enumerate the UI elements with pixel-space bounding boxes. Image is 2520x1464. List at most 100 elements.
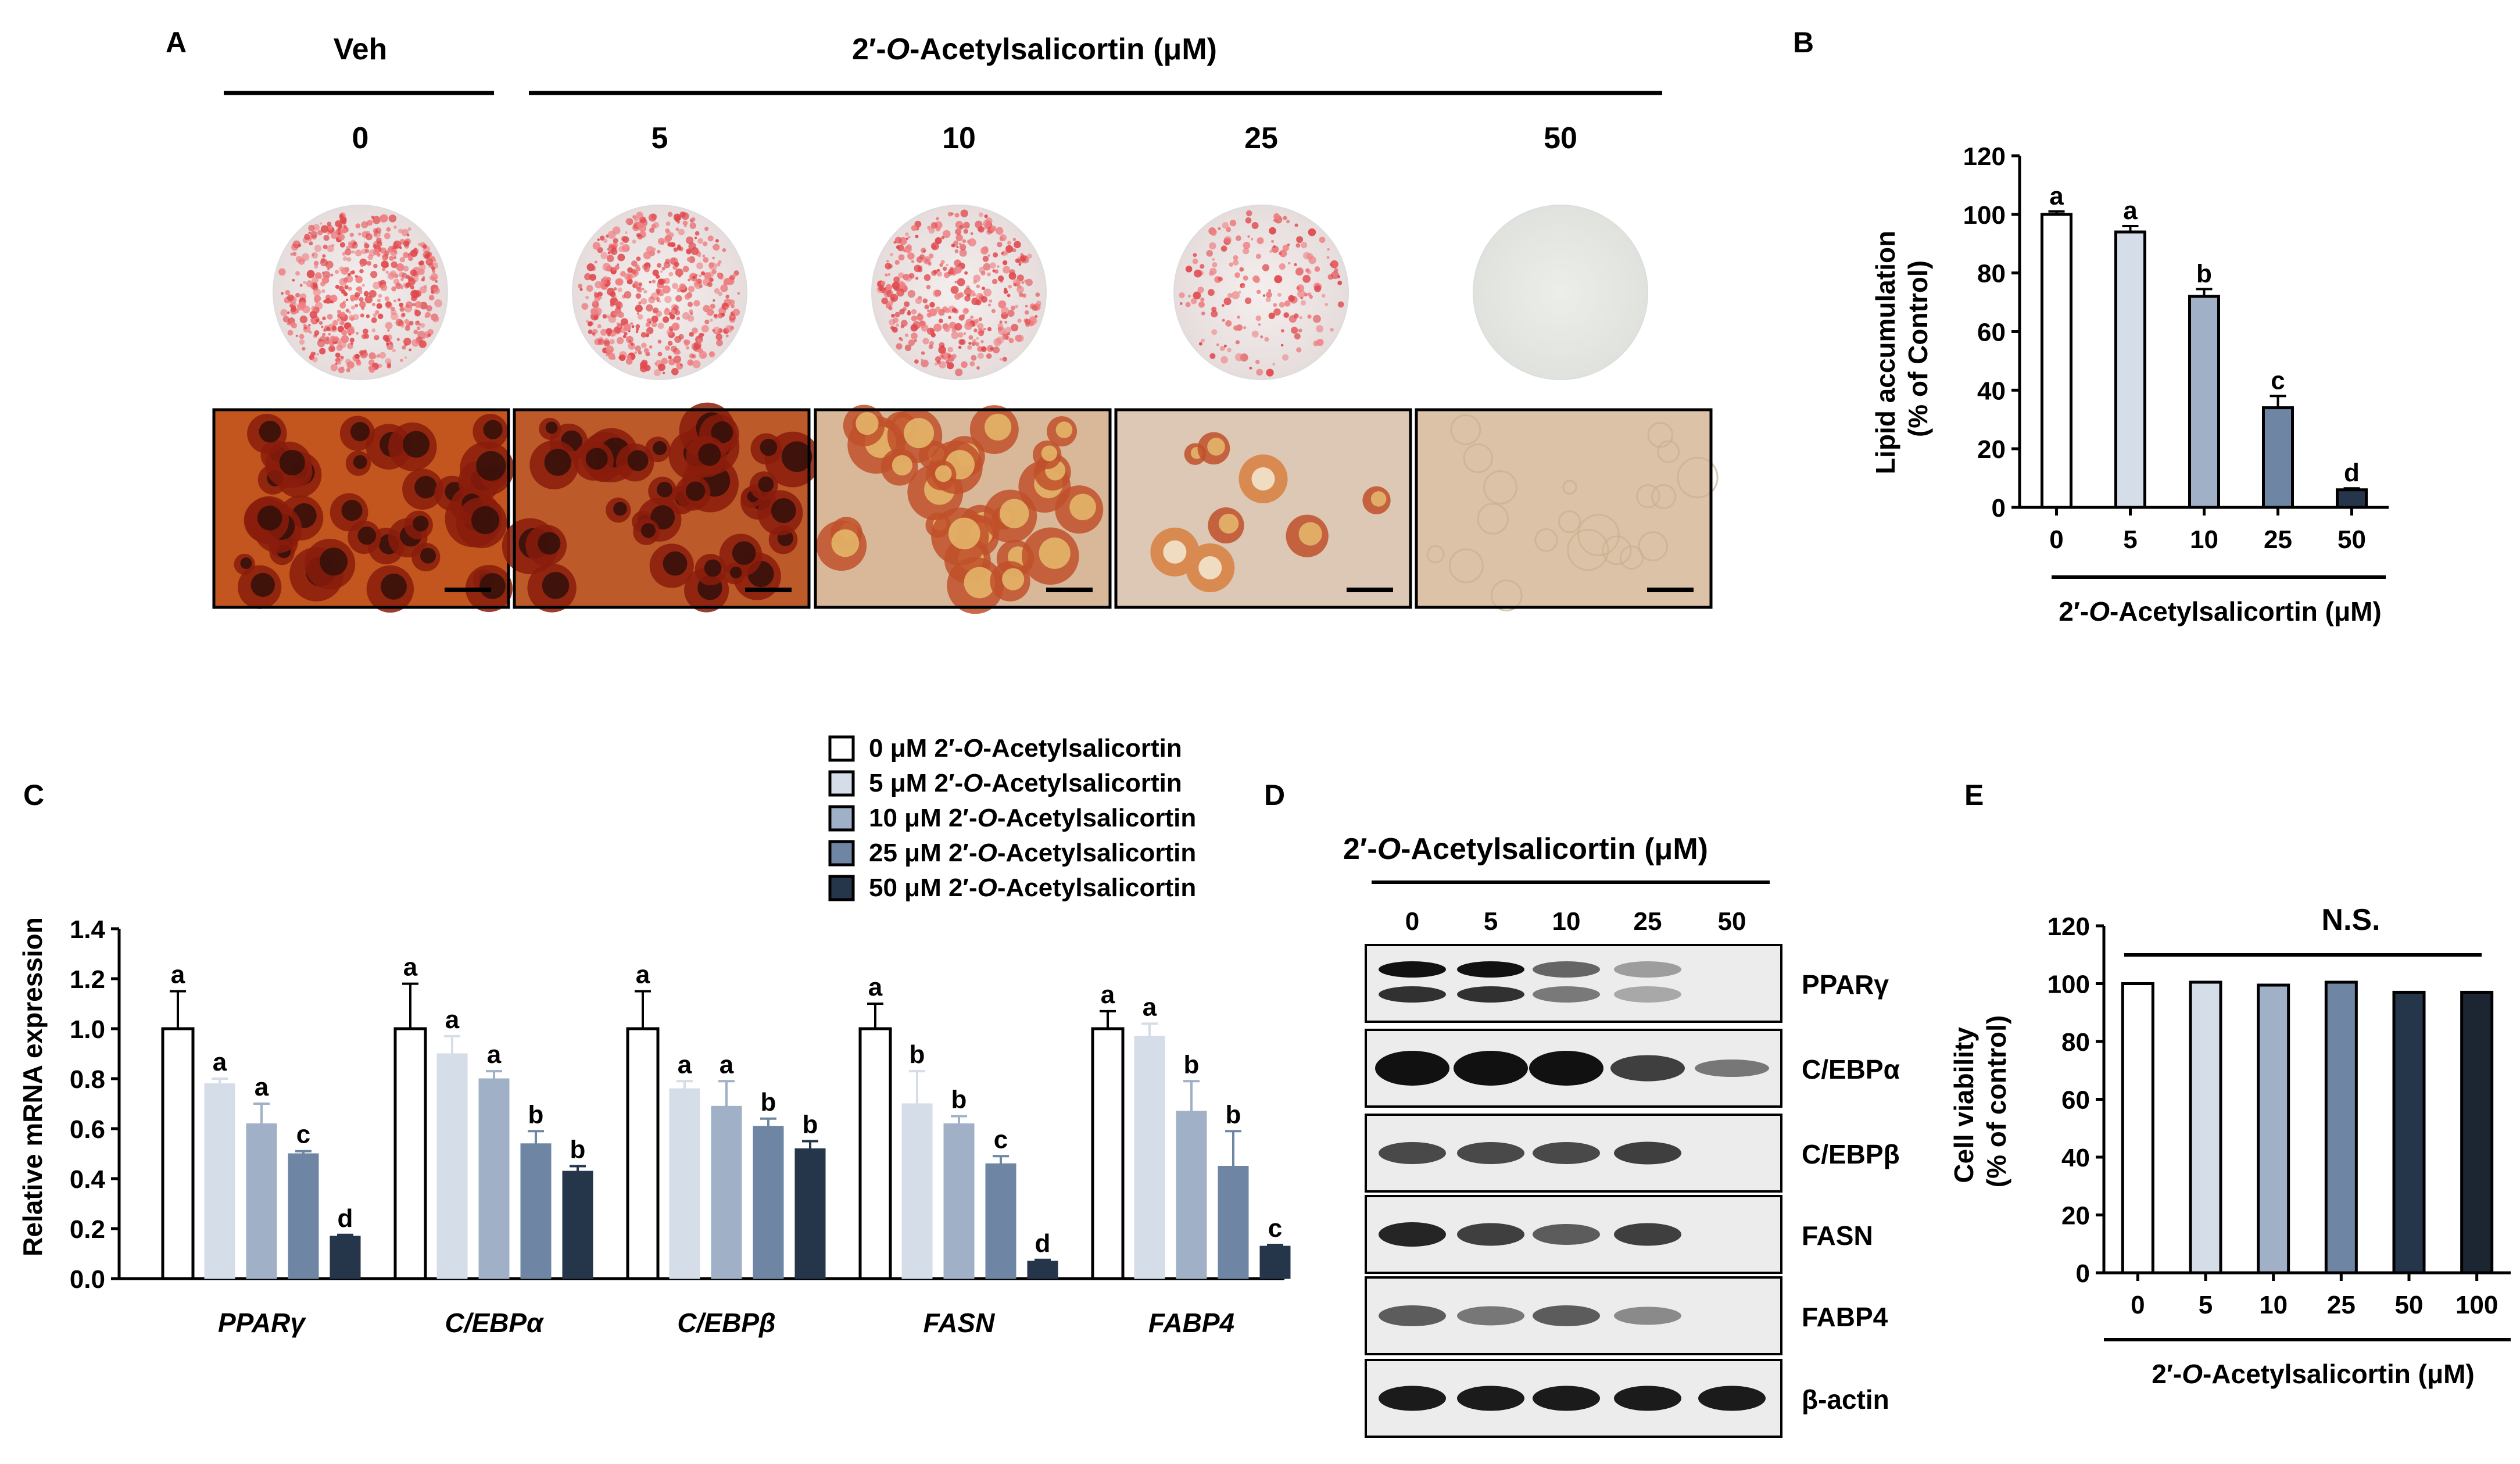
- microscopy-image: [502, 402, 821, 613]
- chart-b-bar: [2041, 213, 2072, 509]
- chart-c-significance-label: c: [1268, 1214, 1282, 1243]
- chart-c-significance-label: b: [951, 1086, 967, 1114]
- chart-b-y-tick-label: 100: [1963, 201, 2006, 230]
- chart-c-significance-label: a: [720, 1050, 734, 1079]
- chart-c-significance-label: d: [1035, 1229, 1051, 1258]
- blot-dose-label: 25: [1634, 907, 1662, 936]
- blot-band: [1457, 1223, 1524, 1246]
- chart-c-y-tick-label: 0.8: [70, 1065, 105, 1094]
- chart-e-bar: [2324, 980, 2358, 1275]
- blot-band: [1610, 1055, 1685, 1082]
- blot-dose-label: 5: [1484, 907, 1498, 936]
- dose-label: 25: [1244, 121, 1278, 155]
- chart-b-significance-label: b: [2196, 259, 2212, 288]
- chart-c-ylabel: Relative mRNA expression: [17, 917, 48, 1257]
- chart-c-significance-label: a: [213, 1048, 227, 1076]
- culture-well: [572, 205, 747, 380]
- chart-e-y-tick-label: 60: [2061, 1086, 2090, 1115]
- legend-entry: 25 μM 2′-O-Acetylsalicortin: [869, 839, 1196, 867]
- chart-c-bar: [204, 1083, 235, 1279]
- chart-c-bar: [288, 1153, 319, 1279]
- microscopy-image: [1114, 408, 1412, 609]
- chart-b-y-tick-label: 20: [1977, 435, 2006, 464]
- treatment-header: 2′-O-Acetylsalicortin (μM): [852, 33, 1217, 66]
- blot-band: [1614, 1141, 1681, 1165]
- chart-b-y-tick-label: 80: [1977, 260, 2006, 288]
- chart-c-bar: [985, 1163, 1016, 1279]
- blot-band: [1533, 1142, 1600, 1164]
- chart-c-bar: [753, 1126, 784, 1279]
- chart-c-y-tick-label: 0.2: [70, 1215, 105, 1244]
- blot-protein-label: FASN: [1802, 1220, 1873, 1251]
- panel-label-e: E: [1964, 779, 1984, 811]
- chart-b-xlabel: 2′-O-Acetylsalicortin (μM): [2059, 596, 2382, 627]
- culture-well: [1173, 205, 1349, 380]
- chart-c-bar: [393, 1027, 427, 1280]
- blot-band: [1695, 1059, 1769, 1077]
- legend-swatch: [828, 805, 855, 832]
- chart-b-bar: [2336, 488, 2368, 509]
- blot-band: [1379, 1222, 1446, 1247]
- blot-protein-label: C/EBPβ: [1802, 1139, 1900, 1169]
- blot-title: 2′-O-Acetylsalicortin (μM): [1343, 832, 1708, 866]
- panel-label-c: C: [23, 779, 44, 811]
- chart-b-y-tick-label: 0: [1992, 494, 2006, 522]
- chart-c-bar: [1259, 1245, 1291, 1279]
- chart-b-x-tick-label: 5: [2123, 525, 2137, 554]
- blot-band: [1614, 1306, 1681, 1325]
- legend-entry: 50 μM 2′-O-Acetylsalicortin: [869, 874, 1196, 902]
- dose-label: 10: [942, 121, 976, 155]
- panel-label-b: B: [1793, 26, 1814, 59]
- chart-c-bar: [1027, 1261, 1058, 1279]
- microscopy-image: [212, 408, 514, 613]
- legend-swatch: [828, 875, 855, 901]
- chart-c-bar: [794, 1148, 826, 1279]
- blot-band: [1614, 961, 1681, 978]
- chart-b-x-tick-label: 10: [2190, 525, 2218, 554]
- chart-c-bar: [1176, 1111, 1207, 1279]
- blot-strip: C/EBPβ: [1365, 1114, 1900, 1193]
- blot-protein-label: FABP4: [1802, 1302, 1888, 1332]
- chart-e-bar: [2121, 982, 2154, 1275]
- culture-well: [1473, 205, 1648, 380]
- chart-c-bar: [330, 1236, 361, 1279]
- chart-c-significance-label: c: [994, 1125, 1008, 1154]
- chart-c-bar: [520, 1143, 552, 1279]
- chart-c-y-tick-label: 1.4: [70, 915, 106, 944]
- chart-c-significance-label: b: [761, 1088, 776, 1116]
- blot-strip: FABP4: [1365, 1276, 1888, 1355]
- chart-e-y-tick-label: 80: [2061, 1028, 2090, 1057]
- blot-band: [1533, 1224, 1600, 1245]
- chart-e-y-tick-label: 40: [2061, 1144, 2090, 1172]
- legend-entry: 10 μM 2′-O-Acetylsalicortin: [869, 804, 1196, 832]
- blot-band: [1457, 1306, 1524, 1326]
- blot-band: [1533, 1305, 1600, 1326]
- blot-dose-label: 0: [1405, 907, 1419, 936]
- blot-band: [1457, 1142, 1524, 1164]
- chart-e-x-tick-label: 5: [2199, 1291, 2213, 1319]
- chart-c-significance-label: a: [445, 1005, 460, 1034]
- chart-c-bar: [1134, 1036, 1165, 1279]
- blot-band: [1457, 961, 1524, 978]
- blot-band: [1698, 1386, 1766, 1411]
- chart-c-significance-label: a: [636, 961, 650, 989]
- chart-c-significance-label: a: [171, 961, 185, 989]
- chart-c-bar: [858, 1027, 892, 1280]
- chart-c-significance-label: b: [570, 1136, 586, 1164]
- chart-c-y-tick-label: 0.0: [70, 1265, 105, 1294]
- blot-band: [1529, 1051, 1603, 1086]
- blot-dose-label: 50: [1718, 907, 1746, 936]
- chart-c-bar: [478, 1078, 510, 1279]
- chart-b-bar: [2114, 230, 2146, 509]
- panel-a: Veh 2′-O-Acetylsalicortin (μM) 0 5 10 25 50: [212, 33, 1719, 614]
- chart-b-significance-label: a: [2123, 196, 2138, 225]
- chart-b-ylabel: Lipid accumulation (% of Control): [1870, 223, 1933, 474]
- dose-label: 5: [652, 121, 668, 155]
- chart-e-y-tick-label: 100: [2048, 971, 2090, 999]
- chart-e-x-tick-label: 10: [2259, 1291, 2288, 1319]
- chart-e-x-tick-label: 0: [2131, 1291, 2145, 1319]
- chart-e-y-tick-label: 120: [2048, 912, 2090, 941]
- legend-swatch: [828, 735, 855, 762]
- chart-c-bar: [246, 1123, 277, 1279]
- chart-c-significance-label: b: [803, 1111, 818, 1139]
